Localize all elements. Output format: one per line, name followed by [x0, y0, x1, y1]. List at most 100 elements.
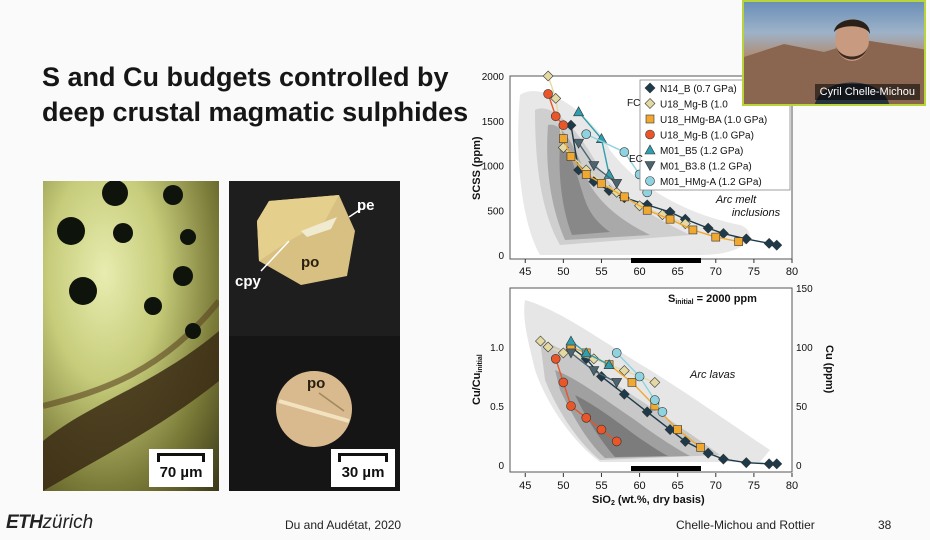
- legend-marker: [644, 144, 656, 155]
- x-tick-label: 60: [633, 480, 645, 492]
- x-tick-label: 75: [748, 480, 760, 492]
- topplot-point: [581, 170, 591, 179]
- bottom-plot-marks: [535, 335, 783, 470]
- label-cpy: cpy: [235, 273, 261, 290]
- botplot-point: [588, 366, 600, 377]
- botplot-point: [696, 442, 705, 452]
- topplot-point: [665, 214, 675, 224]
- group-label-ec: EC: [629, 154, 643, 165]
- legend-marker: [645, 114, 655, 124]
- topplot-point: [740, 233, 752, 245]
- botplot-point: [550, 353, 561, 364]
- x-tick-label: 70: [710, 266, 722, 278]
- legend-label: U18_Mg-B (1.0 GPa): [660, 131, 754, 142]
- topplot-point: [543, 89, 553, 99]
- topplot-point: [711, 232, 721, 242]
- legend-marker: [645, 129, 655, 140]
- y-tick-label: 0.5: [490, 402, 504, 413]
- botplot-point: [535, 335, 546, 347]
- inclusion-drawing: [43, 181, 219, 491]
- topplot-point: [588, 161, 600, 172]
- topplot-point: [597, 179, 606, 188]
- x-tick-label: 50: [557, 480, 569, 492]
- y-right-tick-label: 0: [796, 461, 802, 472]
- botplot-point: [603, 359, 615, 370]
- topplot-series-line-2: [562, 138, 739, 243]
- legend-marker: [645, 176, 655, 186]
- topplot-point: [763, 237, 775, 249]
- scale-label-30: 30 µm: [341, 464, 385, 481]
- topplot-point: [550, 92, 562, 104]
- topplot-point: [619, 147, 630, 157]
- topplot-point: [679, 218, 691, 230]
- x-tick-label: 80: [786, 480, 798, 492]
- x-tick-label: 65: [672, 480, 684, 492]
- topplot-point: [550, 111, 561, 122]
- legend: N14_B (0.7 GPa) U18_Mg-B (1.0 U18_HMg-BA (…: [644, 82, 767, 188]
- topplot-point: [734, 237, 743, 246]
- topplot-point: [542, 70, 554, 82]
- botplot-point: [565, 348, 577, 359]
- legend-label: M01_B5 (1.2 GPa): [660, 146, 743, 157]
- topplot-point: [688, 225, 698, 235]
- topplot-point: [642, 205, 652, 215]
- x-tick-label: 70: [710, 480, 722, 492]
- y-right-tick-label: 50: [796, 402, 808, 413]
- bottom-xlabel: SiO2 (wt.%, dry basis): [592, 494, 705, 507]
- botplot-point: [566, 401, 576, 411]
- x-tick-label: 45: [519, 480, 531, 492]
- legend-label: M01_B3.8 (1.2 GPa): [660, 162, 752, 173]
- group-label-fc: FC: [627, 98, 640, 109]
- bottom-annotation: Arc lavas: [689, 369, 736, 381]
- top-annotation-line1: Arc melt: [715, 194, 757, 206]
- sulphide-photo: pe cpy po po 30 µm: [229, 181, 400, 491]
- label-po-upper: po: [301, 254, 320, 271]
- botplot-series-line-6: [616, 352, 664, 413]
- label-po-lower: po: [307, 375, 326, 392]
- x-tick-label: 50: [557, 266, 569, 278]
- botplot-point: [596, 424, 607, 435]
- participant-video-tile[interactable]: Cyril Chelle-Michou: [742, 0, 926, 106]
- label-pe: pe: [357, 197, 375, 214]
- scale-bar-70: 70 µm: [149, 449, 213, 487]
- sulphide-drawing: [229, 181, 400, 447]
- y-tick-label: 500: [487, 206, 504, 217]
- botplot-point: [565, 335, 577, 346]
- legend-label: N14_B (0.7 GPa): [660, 84, 737, 95]
- bottom-range-bar: [631, 466, 701, 471]
- botplot-point: [611, 348, 622, 358]
- topplot-point: [702, 222, 714, 234]
- bottom-ylabel: Cu/Cuinitial: [471, 354, 484, 405]
- y-tick-label: 2000: [482, 72, 505, 83]
- topplot-point: [573, 106, 585, 117]
- legend-label: M01_HMg-A (1.2 GPa): [660, 177, 762, 188]
- botplot-point: [627, 378, 637, 387]
- y-tick-label: 1500: [482, 117, 505, 128]
- eth-logo: ETHzürich: [6, 512, 94, 533]
- bottom-ylabel-right: Cu (ppm): [823, 345, 835, 394]
- x-tick-label: 65: [672, 266, 684, 278]
- scale-label-70: 70 µm: [159, 464, 203, 481]
- x-tick-label: 80: [786, 266, 798, 278]
- botplot-point: [611, 436, 622, 447]
- botplot-point: [558, 377, 569, 388]
- botplot-point: [673, 425, 682, 434]
- x-tick-label: 75: [748, 266, 760, 278]
- topplot-point: [581, 129, 592, 139]
- topplot-point: [558, 120, 569, 131]
- botplot-point: [771, 458, 783, 470]
- top-annotation-line2: inclusions: [732, 207, 781, 219]
- scale-bar-30: 30 µm: [331, 449, 395, 487]
- topplot-point: [566, 152, 576, 161]
- legend-marker: [644, 82, 656, 94]
- botplot-point: [618, 365, 630, 377]
- botplot-point: [650, 395, 660, 405]
- botplot-point: [717, 453, 729, 465]
- legend-label: U18_HMg-BA (1.0 GPa): [660, 115, 767, 126]
- botplot-point: [611, 378, 623, 389]
- top-range-bar: [631, 258, 701, 263]
- legend-marker: [644, 98, 656, 109]
- melt-inclusion-photo: 70 µm: [43, 181, 219, 491]
